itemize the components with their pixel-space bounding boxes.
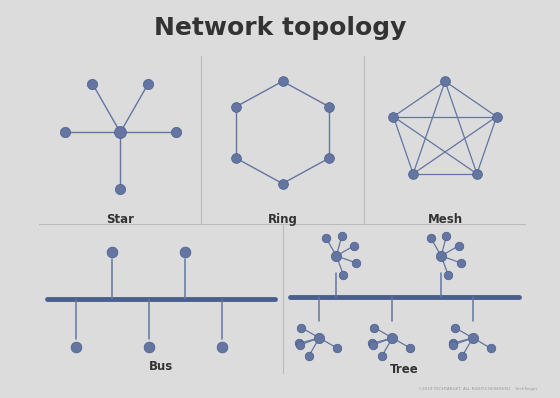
Point — [278, 180, 287, 187]
Point — [368, 340, 377, 346]
Point — [231, 103, 240, 110]
Point — [305, 353, 314, 359]
Point — [339, 272, 348, 278]
Point — [144, 80, 153, 87]
Text: ©2019 TECHTARGET. ALL RIGHTS RESERVED.   TechTarget: ©2019 TECHTARGET. ALL RIGHTS RESERVED. T… — [418, 387, 538, 391]
Point — [441, 78, 450, 84]
Point — [231, 155, 240, 161]
Text: Ring: Ring — [268, 213, 297, 226]
Point — [388, 335, 397, 341]
Point — [116, 185, 125, 192]
Point — [409, 171, 418, 177]
Point — [144, 343, 153, 350]
Point — [450, 324, 459, 331]
Point — [88, 80, 97, 87]
Point — [406, 345, 415, 351]
Text: Network topology: Network topology — [154, 16, 406, 40]
Point — [171, 129, 180, 136]
Point — [325, 103, 334, 110]
Point — [60, 129, 69, 136]
Point — [492, 113, 501, 120]
Point — [217, 343, 226, 350]
Point — [321, 235, 330, 241]
Text: Star: Star — [106, 213, 134, 226]
Point — [351, 259, 360, 266]
Point — [116, 129, 125, 136]
Point — [437, 253, 446, 259]
Point — [368, 342, 377, 348]
Point — [458, 353, 467, 359]
Point — [456, 259, 465, 266]
Text: Bus: Bus — [149, 360, 173, 373]
Point — [325, 155, 334, 161]
Point — [449, 340, 458, 346]
Point — [468, 335, 477, 341]
Point — [389, 113, 398, 120]
Point — [442, 233, 451, 239]
Point — [108, 249, 117, 255]
Point — [449, 342, 458, 348]
Point — [296, 342, 305, 348]
Point — [370, 324, 379, 331]
Point — [455, 242, 464, 249]
Point — [444, 272, 452, 278]
Point — [350, 242, 359, 249]
Point — [486, 345, 495, 351]
Point — [377, 353, 386, 359]
Point — [71, 343, 80, 350]
Point — [426, 235, 435, 241]
Point — [295, 340, 304, 346]
Point — [181, 249, 190, 255]
Text: Mesh: Mesh — [427, 213, 463, 226]
Point — [333, 345, 342, 351]
Text: Tree: Tree — [390, 363, 419, 376]
Point — [473, 171, 482, 177]
Point — [297, 324, 306, 331]
Point — [278, 78, 287, 84]
Point — [337, 233, 346, 239]
Point — [332, 253, 341, 259]
Point — [315, 335, 324, 341]
